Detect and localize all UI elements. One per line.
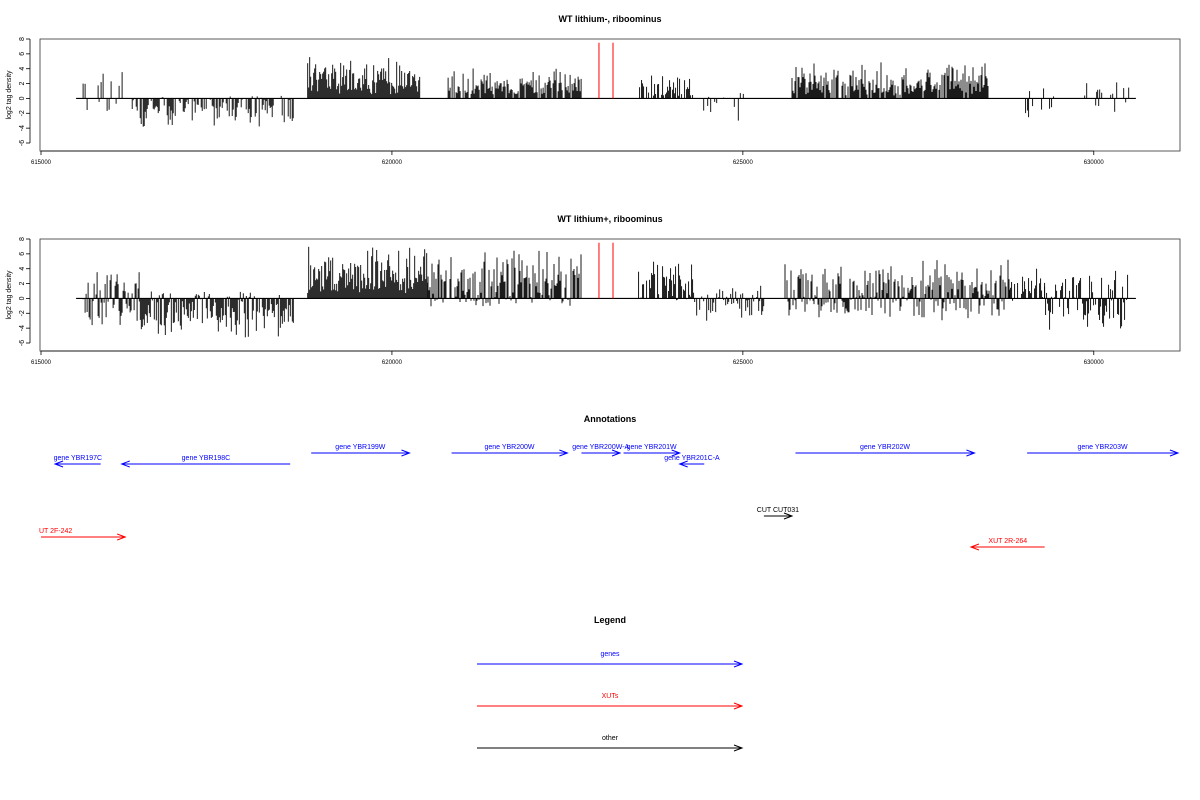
track-title-1: WT lithium-, riboominus xyxy=(559,14,662,24)
y-tick-label: 4 xyxy=(19,67,26,71)
y-axis-label-1: log2 tag density xyxy=(6,70,13,120)
plot-area-2: -6 -4 -2 0 2 4 6 8 615000 620000 625000 630000 xyxy=(19,237,1136,366)
x-tick-label: 630000 xyxy=(1084,160,1105,166)
annotation-label: gene YBR201C-A xyxy=(664,455,720,462)
annotation-label: gene YBR202W xyxy=(860,444,910,451)
annotation-arrow-head xyxy=(611,449,622,457)
legend-title: Legend xyxy=(594,615,626,625)
annotations-title: Annotations xyxy=(584,414,637,424)
y-tick-label: 0 xyxy=(19,96,26,100)
annotations-panel: Annotations gene YBR197C gene YBR198Cgene… xyxy=(39,414,1180,551)
y-tick-label: 0 xyxy=(19,296,26,300)
annotation-arrow-head xyxy=(53,460,64,468)
annotation-label: gene YBR198C xyxy=(182,455,231,462)
annotation-label: gene YBR197C xyxy=(54,455,103,462)
x-tick-label: 625000 xyxy=(733,360,754,366)
y-tick-label: 8 xyxy=(19,37,26,41)
annotation-arrow-head xyxy=(671,449,682,457)
annotation-arrow-head xyxy=(1169,449,1180,457)
track-panel-2: WT lithium+, riboominus log2 tag density… xyxy=(6,214,1181,366)
annotation-arrow-head xyxy=(969,543,980,551)
annotation-label: gene YBR200W-A xyxy=(572,444,629,451)
y-tick-label: -4 xyxy=(19,125,26,131)
annotation-label: XUT 2R-264 xyxy=(988,538,1027,545)
annotation-label: gene YBR200W xyxy=(484,444,534,451)
x-tick-label: 625000 xyxy=(733,160,754,166)
x-tick-label: 630000 xyxy=(1084,360,1105,366)
annotation-label: gene YBR203W xyxy=(1078,444,1128,451)
annotation-arrow-head xyxy=(559,449,569,457)
y-tick-label: 8 xyxy=(19,237,26,241)
annotation-arrow-head xyxy=(783,512,794,520)
annotation-label: gene YBR201W xyxy=(627,444,677,451)
track-title-2: WT lithium+, riboominus xyxy=(557,214,662,224)
annotation-arrow-head xyxy=(120,460,130,468)
legend-label: XUTs xyxy=(602,693,619,700)
legend-label: other xyxy=(602,735,619,742)
annotation-label: UT 2F-242 xyxy=(39,528,72,535)
y-tick-label: -2 xyxy=(19,110,26,116)
annotation-label: gene YBR199W xyxy=(335,444,385,451)
annotation-arrow-head xyxy=(117,533,127,541)
legend-label: genes xyxy=(600,651,620,658)
annotation-arrow-head xyxy=(966,449,976,457)
x-tick-label: 615000 xyxy=(31,160,52,166)
y-tick-label: 6 xyxy=(19,252,26,256)
y-tick-label: -6 xyxy=(19,140,26,146)
legend-arrow-head xyxy=(733,660,744,668)
plot-area-1: -6 -4 -2 0 2 4 6 8 615000 620000 625000 630000 xyxy=(19,37,1136,166)
y-tick-label: 6 xyxy=(19,52,26,56)
annotation-arrow-head xyxy=(401,449,411,457)
annotation-label: CUT CUT031 xyxy=(757,507,799,514)
legend-arrow-head xyxy=(733,744,744,752)
y-tick-label: -2 xyxy=(19,310,26,316)
y-tick-label: 4 xyxy=(19,267,26,271)
x-tick-label: 620000 xyxy=(382,160,403,166)
legend-panel: Legend genes XUTs other xyxy=(477,615,744,752)
legend-items: genes XUTs other xyxy=(477,651,744,752)
y-tick-label: 2 xyxy=(19,282,26,286)
plot-frame-1 xyxy=(39,38,1181,152)
y-tick-label: 2 xyxy=(19,82,26,86)
annotation-arrow-head xyxy=(678,460,688,468)
y-axis-label-2: log2 tag density xyxy=(6,270,13,320)
y-tick-label: -4 xyxy=(19,325,26,331)
x-tick-label: 615000 xyxy=(31,360,52,366)
x-tick-label: 620000 xyxy=(382,360,403,366)
y-tick-label: -6 xyxy=(19,340,26,346)
annotation-features: gene YBR197C gene YBR198C gene YBR199W gene… xyxy=(39,444,1180,551)
track-panel-1: WT lithium-, riboominus log2 tag density… xyxy=(6,14,1181,166)
legend-arrow-head xyxy=(733,702,744,710)
